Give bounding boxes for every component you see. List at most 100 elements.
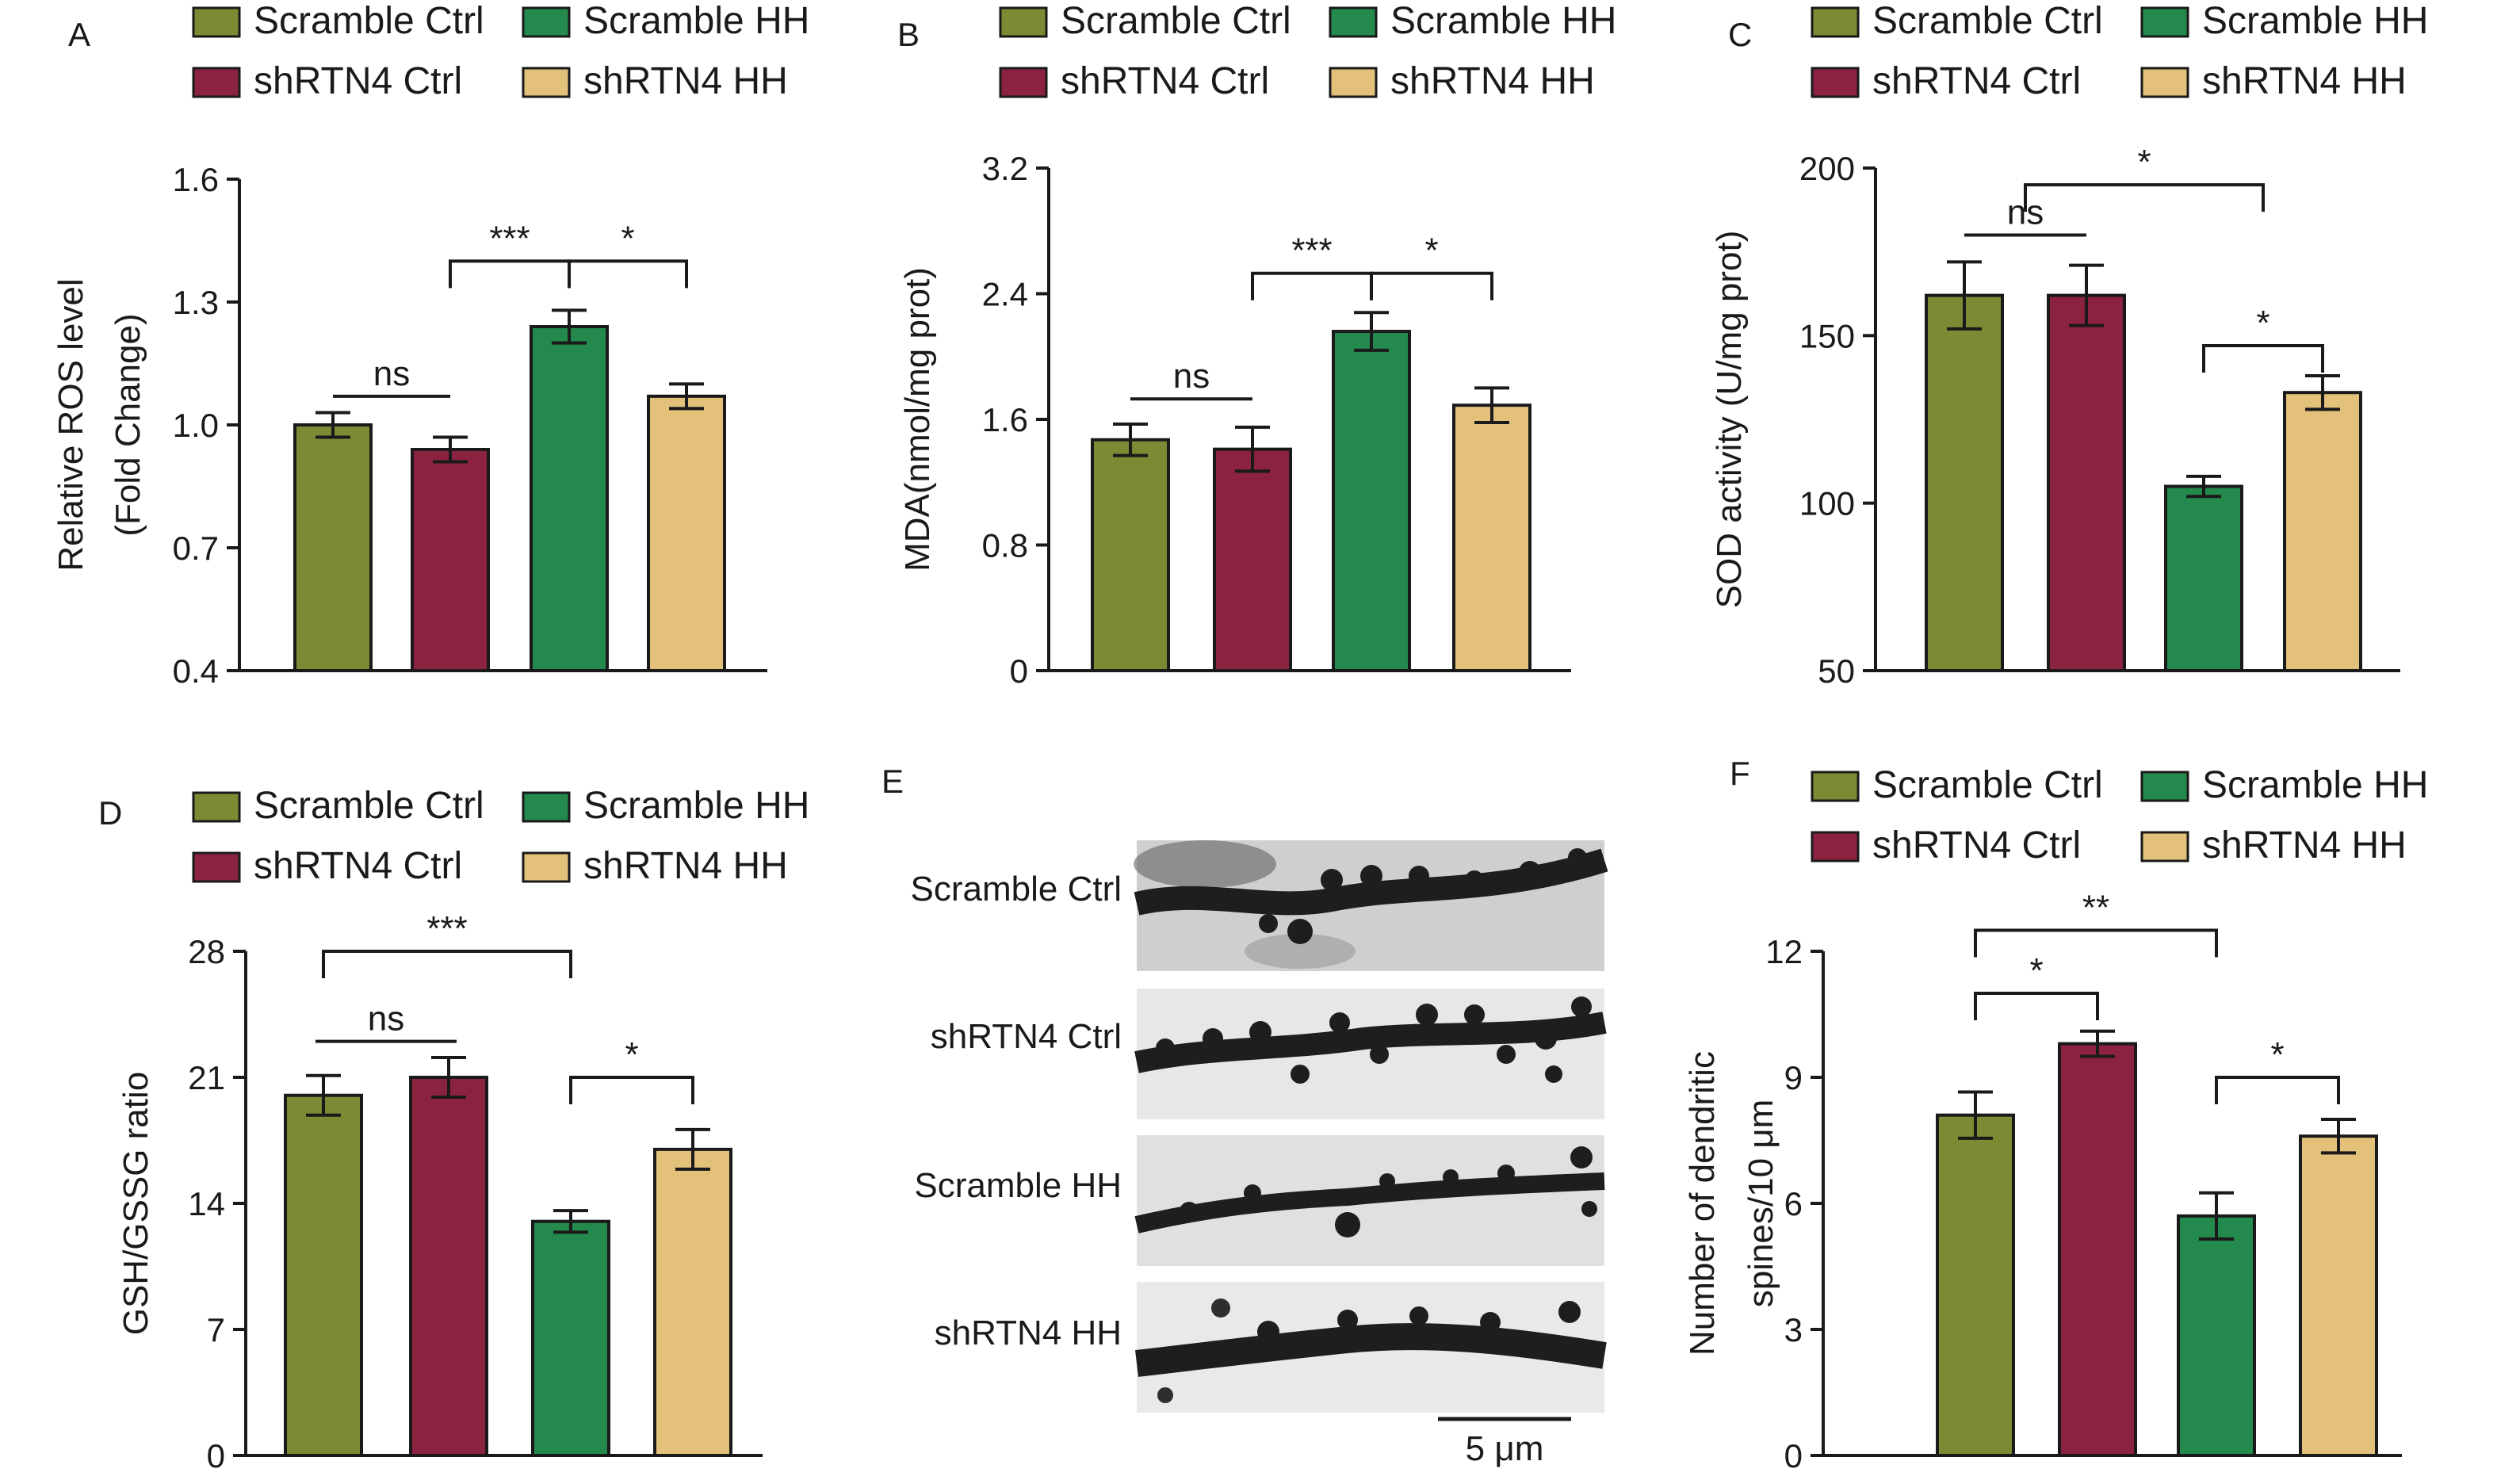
significance-label: * [2137, 143, 2151, 182]
significance-line [569, 1076, 694, 1104]
significance-line [2024, 183, 2265, 212]
error-bar-scramble-hh [552, 308, 587, 345]
significance-line [1251, 271, 1373, 300]
significance-label: *** [426, 909, 467, 948]
y-axis-label-d: GSH/GSSG ratio [117, 1072, 155, 1336]
bar-shrtn4-hh [653, 1147, 732, 1458]
legend-swatch-shrtn4-ctrl [192, 851, 241, 883]
y-tick-label: 0 [1010, 652, 1028, 690]
legend-swatch-scramble-hh [2140, 771, 2189, 802]
micrograph-scramble-ctrl [1134, 840, 1608, 971]
bar-scramble-hh [1332, 330, 1411, 672]
legend-label-shrtn4-ctrl: shRTN4 Ctrl [1872, 60, 2081, 102]
significance-bracket: * [1370, 231, 1493, 300]
bar-shrtn4-ctrl [411, 448, 490, 672]
significance-label: * [621, 219, 634, 258]
significance-line [1974, 992, 2099, 1020]
significance-label: ** [2082, 889, 2109, 928]
legend-label-shrtn4-ctrl: shRTN4 Ctrl [254, 845, 462, 887]
y-tick-label: 1.6 [173, 161, 219, 198]
y-tick-label: 100 [1799, 485, 1855, 522]
significance-label: ns [1173, 357, 1210, 396]
error-bar-shrtn4-ctrl [2069, 263, 2104, 327]
legend-label-scramble-hh: Scramble HH [2202, 764, 2428, 806]
legend-label-scramble-ctrl: Scramble Ctrl [1872, 764, 2103, 806]
bar-scramble-ctrl [1936, 1113, 2015, 1457]
legend-label-scramble-hh: Scramble HH [583, 0, 809, 42]
y-tick-label: 14 [188, 1185, 225, 1222]
y-tick-label: 150 [1799, 317, 1855, 354]
significance-bracket: ns [333, 354, 450, 398]
legend-d: Scramble Ctrl Scramble HH shRTN4 Ctrl shRTN… [192, 785, 809, 887]
y-tick-label: 7 [207, 1311, 225, 1348]
bar-shrtn4-hh [2299, 1134, 2378, 1457]
legend-swatch-shrtn4-hh [2140, 831, 2189, 862]
legend-swatch-shrtn4-ctrl [999, 67, 1048, 98]
panel-letter-f: F [1730, 755, 1750, 792]
legend-swatch-shrtn4-ctrl [1811, 831, 1860, 862]
bar-shrtn4-ctrl [409, 1076, 488, 1457]
significance-bracket: ** [1974, 889, 2218, 958]
significance-label: * [1424, 231, 1438, 270]
y-tick-label: 1.3 [173, 284, 219, 321]
error-bar-shrtn4-hh [669, 382, 704, 411]
chart-panel-f: F Scramble Ctrl Scramble HH shRTN4 Ctrl shRT… [1683, 755, 2428, 1474]
micrograph-scramble-hh [1134, 1135, 1605, 1266]
legend-label-shrtn4-hh: shRTN4 HH [1390, 60, 1595, 102]
bar-shrtn4-ctrl [1213, 447, 1292, 672]
micrograph-shrtn4-hh [1135, 1282, 1607, 1413]
error-bar-shrtn4-hh [675, 1127, 710, 1171]
significance-label: * [2029, 951, 2043, 990]
significance-bracket: ns [1130, 357, 1252, 401]
significance-label: *** [489, 219, 530, 258]
significance-bracket: * [568, 219, 688, 289]
error-bar-scramble-ctrl [1958, 1090, 1993, 1140]
error-bar-scramble-ctrl [315, 411, 350, 439]
y-tick-label: 3.2 [982, 150, 1028, 187]
legend-c: Scramble Ctrl Scramble HH shRTN4 Ctrl shRTN… [1811, 0, 2428, 102]
legend-swatch-scramble-ctrl [999, 6, 1048, 38]
bar-shrtn4-hh [647, 394, 726, 672]
y-tick-label: 1.0 [173, 407, 219, 444]
significance-bracket: * [2215, 1035, 2340, 1104]
significance-label: *** [1291, 231, 1332, 270]
error-bar-scramble-hh [553, 1209, 588, 1234]
panel-letter-e: E [881, 763, 904, 800]
panel-e-micrographs: E Scramble Ctrl shRTN4 Ctrl Scramble HH … [881, 763, 1608, 1468]
legend-label-scramble-ctrl: Scramble Ctrl [1061, 0, 1291, 42]
micrograph-label-shrtn4-ctrl: shRTN4 Ctrl [931, 1017, 1122, 1056]
scale-bar-label: 5 μm [1466, 1429, 1544, 1468]
legend-swatch-shrtn4-ctrl [1811, 67, 1860, 98]
y-tick-label: 2.4 [982, 276, 1028, 313]
y-axis-label-f-line-2: spines/10 μm [1742, 1100, 1780, 1308]
significance-line [2202, 344, 2324, 373]
significance-bracket: ns [315, 1000, 457, 1043]
legend-label-scramble-ctrl: Scramble Ctrl [254, 785, 484, 827]
error-bar-scramble-hh [2199, 1191, 2234, 1241]
significance-line [568, 259, 688, 289]
panel-letter-c: C [1728, 16, 1752, 53]
y-axis-label-f-line-1: Number of dendritic [1683, 1051, 1722, 1356]
micrograph-label-shrtn4-hh: shRTN4 HH [935, 1314, 1122, 1352]
error-bar-shrtn4-hh [1474, 386, 1509, 424]
significance-label: ns [368, 1000, 404, 1038]
y-tick-label: 0.7 [173, 530, 219, 567]
panel-letter-a: A [68, 16, 90, 53]
legend-label-shrtn4-hh: shRTN4 HH [2202, 824, 2407, 866]
significance-line [449, 259, 571, 289]
panel-letter-b: B [897, 16, 920, 53]
significance-bracket: *** [1251, 231, 1373, 300]
bar-shrtn4-ctrl [2058, 1042, 2137, 1457]
y-tick-label: 0 [207, 1437, 225, 1474]
error-bar-scramble-ctrl [306, 1073, 341, 1117]
y-tick-label: 0 [1784, 1437, 1803, 1474]
bar-shrtn4-hh [1452, 404, 1531, 672]
legend-f: Scramble Ctrl Scramble HH shRTN4 Ctrl shRTN… [1811, 764, 2428, 866]
legend-swatch-scramble-ctrl [1811, 771, 1860, 802]
y-tick-label: 0.8 [982, 527, 1028, 564]
micrograph-label-scramble-ctrl: Scramble Ctrl [911, 870, 1122, 908]
legend-swatch-shrtn4-hh [1329, 67, 1378, 98]
error-bar-scramble-hh [2186, 474, 2221, 499]
error-bar-scramble-ctrl [1113, 422, 1148, 457]
panel-letter-d: D [98, 794, 122, 832]
